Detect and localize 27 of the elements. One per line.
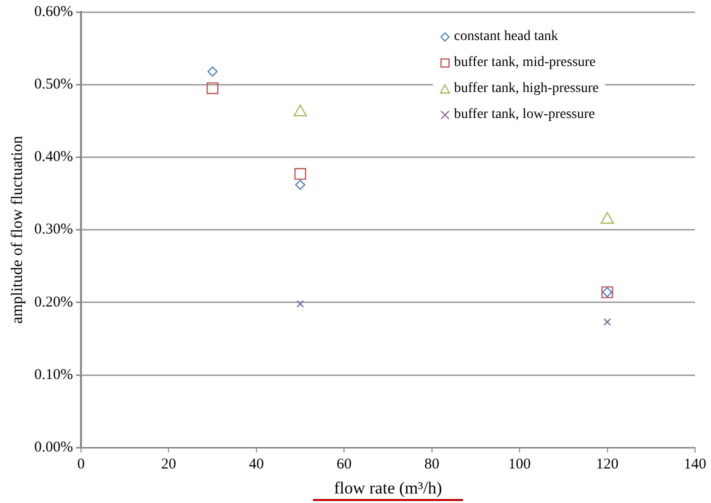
x-tick-label: 0 — [77, 456, 85, 473]
point — [603, 318, 612, 326]
point — [207, 66, 218, 77]
x-tick-label: 80 — [424, 456, 440, 473]
x-tick-label: 140 — [684, 456, 706, 473]
point — [296, 300, 304, 308]
y-tick-label: 0.20% — [34, 294, 73, 310]
point — [295, 180, 306, 190]
point — [206, 82, 218, 94]
x-tick-label: 40 — [248, 456, 264, 473]
y-tick-label: 0.50% — [34, 76, 73, 93]
x-tick-label: 120 — [596, 456, 619, 473]
y-tick-label: 0.00% — [34, 440, 73, 456]
y-tick-label: 0.10% — [34, 366, 73, 383]
x-tick-label: 20 — [161, 456, 176, 473]
y-tick-label: 0.40% — [34, 149, 73, 166]
legend-label: buffer tank, mid-pressure — [454, 55, 596, 71]
x-tick-label: 100 — [508, 456, 531, 473]
legend-label: constant head tank — [454, 29, 558, 45]
x-axis-title: flow rate (m³/h) — [334, 478, 442, 498]
legend-label: buffer tank, high-pressure — [454, 81, 599, 97]
y-tick-label: 0.60% — [34, 4, 73, 20]
y-tick-label: 0.30% — [34, 222, 73, 238]
x-tick-label: 60 — [336, 456, 352, 473]
legend-label: buffer tank, low-pressure — [454, 107, 595, 123]
point — [294, 168, 306, 180]
y-axis-title: amplitude of flow fluctuation — [8, 136, 26, 324]
